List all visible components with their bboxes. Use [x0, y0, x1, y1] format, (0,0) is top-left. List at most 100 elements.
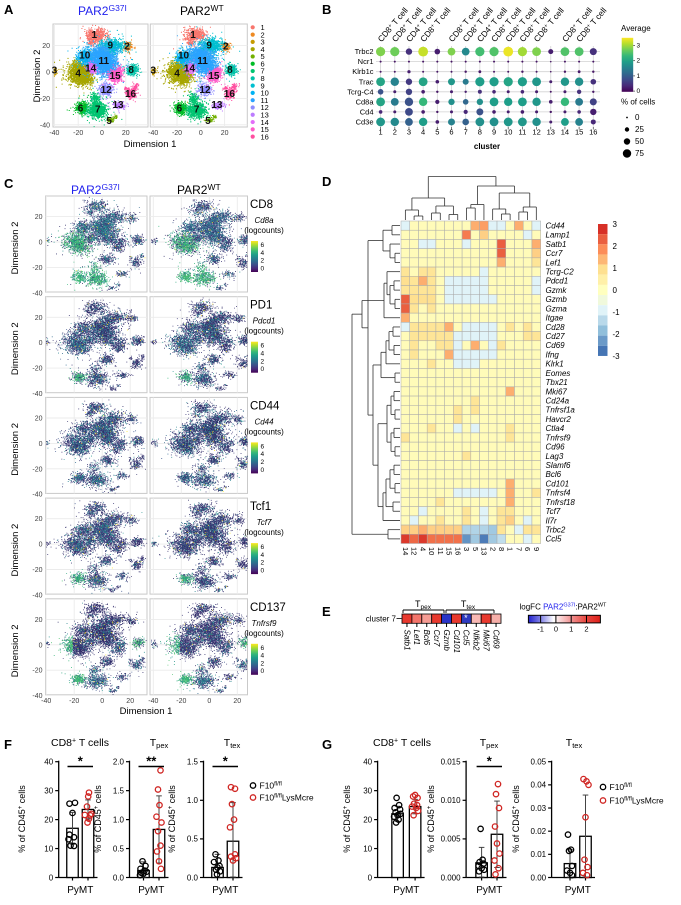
svg-text:Dimension 2: Dimension 2	[10, 322, 21, 375]
svg-text:-40: -40	[32, 693, 42, 700]
svg-text:PyMT: PyMT	[565, 885, 591, 896]
svg-text:0.015: 0.015	[441, 758, 462, 767]
svg-text:Cd101: Cd101	[452, 630, 461, 654]
svg-text:16: 16	[589, 127, 597, 136]
svg-text:-20: -20	[32, 567, 42, 574]
svg-text:20: 20	[363, 815, 372, 824]
svg-text:20: 20	[35, 416, 43, 423]
svg-text:9: 9	[206, 41, 212, 52]
svg-text:20: 20	[42, 43, 50, 50]
svg-text:0: 0	[261, 568, 265, 575]
svg-text:F: F	[4, 737, 12, 752]
svg-text:10: 10	[44, 844, 53, 853]
svg-text:14: 14	[561, 127, 569, 136]
svg-text:1.0: 1.0	[113, 815, 125, 824]
svg-text:13: 13	[480, 547, 489, 555]
svg-text:0: 0	[100, 698, 104, 705]
svg-text:2: 2	[637, 58, 641, 65]
svg-text:0.05: 0.05	[531, 758, 547, 767]
svg-text:11: 11	[197, 56, 208, 67]
svg-text:Cd69: Cd69	[546, 341, 566, 350]
svg-text:0.000: 0.000	[441, 873, 462, 882]
svg-text:Ttex: Ttex	[224, 737, 241, 750]
svg-text:15: 15	[208, 71, 220, 82]
svg-text:40: 40	[44, 758, 53, 767]
svg-text:cluster 7: cluster 7	[366, 615, 397, 624]
svg-text:PyMT: PyMT	[393, 885, 419, 896]
svg-text:16: 16	[453, 547, 462, 555]
svg-text:0: 0	[39, 642, 43, 649]
svg-text:2: 2	[261, 560, 265, 567]
svg-text:Tcrg-C4: Tcrg-C4	[347, 87, 373, 96]
svg-text:Lamp1: Lamp1	[546, 231, 570, 240]
svg-text:16: 16	[125, 89, 137, 100]
svg-text:-1: -1	[613, 308, 621, 317]
svg-text:2: 2	[488, 547, 497, 551]
svg-text:Ccr7: Ccr7	[546, 249, 563, 258]
svg-text:1: 1	[91, 30, 97, 41]
svg-text:(logcounts): (logcounts)	[244, 629, 284, 638]
svg-text:-20: -20	[172, 130, 182, 137]
svg-text:20: 20	[233, 698, 241, 705]
svg-text:CD8+ T cells: CD8+ T cells	[51, 737, 109, 749]
svg-text:2: 2	[261, 358, 265, 365]
svg-text:1: 1	[637, 73, 641, 80]
svg-text:2: 2	[613, 242, 618, 251]
svg-text:14: 14	[184, 64, 196, 75]
svg-text:Dimension 1: Dimension 1	[120, 706, 173, 717]
svg-text:11: 11	[519, 127, 527, 136]
svg-text:5: 5	[435, 127, 439, 136]
svg-text:50: 50	[635, 137, 644, 146]
svg-text:F10fl/fl: F10fl/fl	[260, 781, 282, 791]
svg-text:2.0: 2.0	[113, 758, 125, 767]
svg-text:-40: -40	[32, 391, 42, 398]
svg-text:F10fl/flLysMcre: F10fl/flLysMcre	[610, 796, 664, 806]
svg-text:0: 0	[613, 286, 618, 295]
svg-text:0: 0	[199, 130, 203, 137]
svg-text:2: 2	[223, 41, 229, 52]
svg-text:PAR2WT: PAR2WT	[177, 182, 221, 197]
svg-text:3: 3	[150, 66, 156, 77]
svg-text:A: A	[4, 2, 14, 17]
svg-text:13: 13	[261, 110, 269, 119]
svg-text:2: 2	[261, 459, 265, 466]
svg-text:Dimension 2: Dimension 2	[10, 524, 21, 577]
svg-text:0: 0	[261, 467, 265, 474]
svg-text:0.005: 0.005	[441, 835, 462, 844]
svg-text:PAR2WT: PAR2WT	[180, 3, 224, 18]
svg-text:-2: -2	[613, 330, 621, 339]
svg-text:0: 0	[39, 542, 43, 549]
svg-text:11: 11	[98, 56, 109, 67]
svg-text:Tcf1: Tcf1	[250, 501, 271, 513]
svg-text:6: 6	[261, 242, 265, 249]
svg-text:0: 0	[261, 366, 265, 373]
svg-text:8: 8	[497, 547, 506, 551]
svg-text:Tcf7: Tcf7	[257, 518, 272, 527]
svg-text:6: 6	[261, 343, 265, 350]
svg-text:15: 15	[261, 125, 269, 134]
svg-text:20: 20	[35, 315, 43, 322]
svg-text:4: 4	[261, 451, 265, 458]
svg-text:3: 3	[462, 547, 471, 551]
svg-text:4: 4	[261, 45, 265, 54]
svg-text:cluster: cluster	[474, 142, 500, 151]
svg-text:30: 30	[44, 786, 53, 795]
svg-text:PD1: PD1	[250, 300, 272, 312]
svg-text:-40: -40	[49, 130, 59, 137]
svg-text:20: 20	[221, 130, 229, 137]
svg-text:1: 1	[190, 30, 196, 41]
svg-text:Satb1: Satb1	[402, 630, 411, 651]
svg-text:11: 11	[436, 547, 445, 555]
svg-text:Havcr2: Havcr2	[546, 415, 572, 424]
svg-text:Trbc2: Trbc2	[355, 47, 374, 56]
svg-text:% of CD45+ cells: % of CD45+ cells	[167, 785, 177, 853]
svg-text:0.5: 0.5	[113, 844, 125, 853]
svg-text:F10fl/flLysMcre: F10fl/flLysMcre	[260, 793, 314, 803]
svg-text:Ctla4: Ctla4	[546, 424, 565, 433]
svg-text:Slamf6: Slamf6	[546, 461, 571, 470]
svg-text:(logcounts): (logcounts)	[244, 528, 284, 537]
svg-text:Il7r: Il7r	[546, 516, 557, 525]
svg-text:6: 6	[177, 103, 183, 114]
svg-text:-20: -20	[69, 698, 79, 705]
svg-text:(logcounts): (logcounts)	[244, 427, 284, 436]
